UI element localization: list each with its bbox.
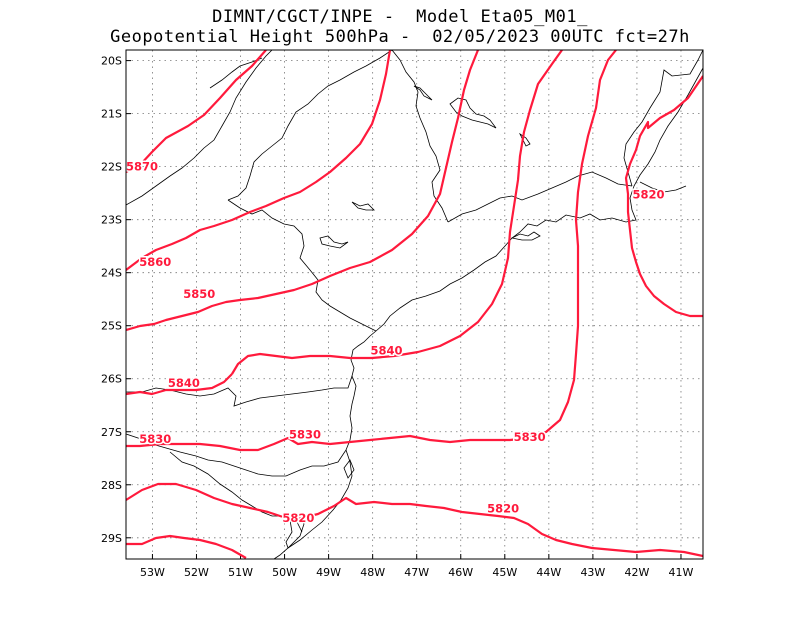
lat-tick-label: 20S [101, 55, 122, 68]
contour-label: 5820 [633, 187, 665, 201]
contour-5850 [126, 50, 480, 332]
lat-tick-label: 25S [101, 320, 122, 333]
lagoon-2 [343, 459, 355, 479]
lon-tick-label: 43W [580, 566, 605, 579]
lon-tick-label: 46W [448, 566, 473, 579]
title-line-2: Geopotential Height 500hPa - 02/05/2023 … [110, 27, 690, 47]
border-west [169, 451, 303, 533]
border-interior-ms [126, 50, 273, 206]
coastline [273, 67, 703, 559]
axis-tick-labels: 20S 21S 22S 23S 24S 25S 26S 27S 28S 29S 53W 52W 51W 5… [101, 55, 694, 579]
lon-tick-label: 45W [492, 566, 517, 579]
lake-2 [449, 97, 497, 129]
lon-tick-label: 51W [228, 566, 253, 579]
contour-5840-north [231, 50, 563, 375]
border-interior-ms-2 [209, 57, 263, 89]
lake-3 [351, 201, 375, 211]
border-mg-rj [447, 171, 633, 223]
contour-5820-east [624, 75, 703, 318]
contour-label: 5840 [370, 343, 402, 357]
lon-tick-label: 42W [624, 566, 649, 579]
contour-label: 5820 [282, 511, 314, 525]
contour-label: 5860 [139, 255, 171, 269]
contour-5830 [126, 50, 617, 452]
lon-tick-label: 47W [404, 566, 429, 579]
map-frame [125, 49, 704, 560]
border-ms-pr [227, 199, 377, 332]
lon-tick-label: 53W [140, 566, 165, 579]
contour-label: 5830 [289, 428, 321, 442]
lat-tick-label: 22S [101, 161, 122, 174]
lat-tick-label: 29S [101, 532, 122, 545]
contour-label: 5870 [126, 159, 158, 173]
lat-tick-label: 27S [101, 426, 122, 439]
lat-tick-label: 28S [101, 479, 122, 492]
lon-tick-label: 50W [272, 566, 297, 579]
inner-line-es [639, 181, 687, 193]
contour-label: 5830 [514, 430, 546, 444]
lat-tick-label: 23S [101, 214, 122, 227]
lat-tick-label: 26S [101, 373, 122, 386]
contour-label: 5850 [183, 287, 215, 301]
contour-5840-west [126, 373, 233, 396]
bay-rj [510, 231, 541, 241]
lake-4 [319, 235, 349, 249]
contour-label: 5830 [139, 432, 171, 446]
border-ms-sp [227, 50, 393, 201]
contour-label: 5840 [168, 376, 200, 390]
contour-5810 [126, 534, 247, 559]
contour-5870 [126, 50, 267, 173]
coastline-and-borders [126, 50, 703, 559]
lon-tick-label: 48W [360, 566, 385, 579]
title-line-1: DIMNT/CGCT/INPE - Model Eta05_M01_ [212, 7, 588, 27]
lon-tick-label: 44W [536, 566, 561, 579]
contour-5860 [126, 50, 392, 271]
contour-label: 5820 [487, 501, 519, 515]
lon-tick-label: 41W [669, 566, 694, 579]
lat-tick-label: 24S [101, 267, 122, 280]
lon-tick-label: 52W [184, 566, 209, 579]
border-sc-rs [126, 433, 347, 477]
contour-lines [126, 50, 703, 559]
border-mg-es [623, 50, 703, 187]
contour-labels: 5870 5860 5850 5840 5840 5830 5830 5830 5820 5820… [125, 158, 667, 527]
lat-tick-label: 21S [101, 108, 122, 121]
contour-5820-south [126, 482, 703, 558]
graticule [126, 50, 703, 559]
border-sp-mg [391, 50, 449, 223]
lon-tick-label: 49W [316, 566, 341, 579]
lake-1 [413, 85, 433, 101]
